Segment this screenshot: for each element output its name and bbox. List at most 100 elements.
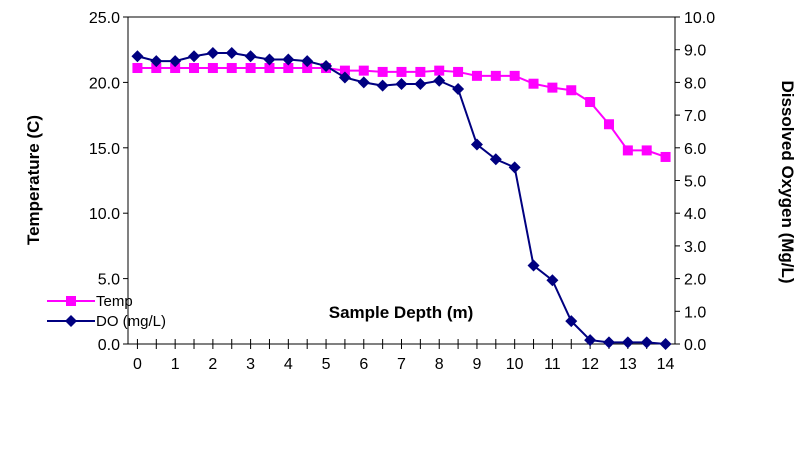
x-tick-label: 3 <box>246 356 255 373</box>
data-point-temp <box>377 66 388 77</box>
x-tick-label: 5 <box>322 356 331 373</box>
x-tick-label: 14 <box>657 356 675 373</box>
x-tick-label: 11 <box>544 356 561 373</box>
data-point-do <box>452 82 465 95</box>
data-point-temp <box>132 63 143 74</box>
right-y-tick-label: 2.0 <box>684 272 706 289</box>
data-point-do <box>206 46 219 59</box>
x-tick-label: 4 <box>284 356 293 373</box>
left-y-axis-title: Temperature (C) <box>24 115 43 245</box>
left-y-tick-label: 15.0 <box>89 141 120 158</box>
x-tick-label: 8 <box>435 356 444 373</box>
data-point-do <box>527 259 540 272</box>
data-point-do <box>602 336 615 349</box>
legend-do-label: DO (mg/L) <box>96 313 166 330</box>
data-point-temp <box>170 63 181 74</box>
left-y-axis-ticks: 0.0 5.0 10.0 15.0 20.0 25.0 <box>89 10 128 354</box>
left-y-tick-label: 0.0 <box>98 337 120 354</box>
left-y-tick-label: 5.0 <box>98 272 120 289</box>
data-point-temp <box>547 82 558 93</box>
legend-temp-label: Temp <box>96 293 133 310</box>
data-point-do <box>546 274 559 287</box>
right-y-tick-label: 10.0 <box>684 10 715 27</box>
data-point-do <box>470 138 483 151</box>
data-point-temp <box>585 97 596 108</box>
data-point-temp <box>245 63 256 74</box>
right-y-tick-label: 4.0 <box>684 206 706 223</box>
data-point-do <box>395 78 408 91</box>
data-point-do <box>282 53 295 66</box>
data-point-do <box>659 338 672 350</box>
data-point-temp <box>302 63 313 74</box>
right-y-axis-title: Dissolved Oxygen (Mg/L) <box>778 80 797 283</box>
data-point-temp <box>151 63 162 74</box>
right-y-tick-label: 9.0 <box>684 43 706 60</box>
data-point-do <box>244 50 257 63</box>
left-y-tick-label: 20.0 <box>89 75 120 92</box>
data-point-temp <box>396 66 407 77</box>
data-point-do <box>225 46 238 59</box>
x-tick-label: 0 <box>133 356 142 373</box>
data-point-temp <box>471 70 482 81</box>
data-point-temp <box>603 119 614 130</box>
data-point-do <box>584 334 597 347</box>
data-point-temp <box>339 65 350 76</box>
x-tick-label: 6 <box>359 356 368 373</box>
legend: Temp DO (mg/L) <box>47 293 166 330</box>
right-y-tick-label: 3.0 <box>684 239 706 256</box>
data-point-do <box>150 55 163 68</box>
right-y-tick-label: 6.0 <box>684 141 706 158</box>
data-point-temp <box>207 63 218 74</box>
data-point-do <box>320 60 333 73</box>
data-point-do <box>131 50 144 63</box>
data-point-temp <box>189 63 200 74</box>
data-point-temp <box>660 151 671 162</box>
data-point-do <box>433 74 446 87</box>
right-y-tick-label: 1.0 <box>684 304 706 321</box>
data-point-do <box>357 76 370 89</box>
left-y-tick-label: 25.0 <box>89 10 120 27</box>
right-y-tick-label: 7.0 <box>684 108 706 125</box>
x-tick-label: 7 <box>397 356 406 373</box>
x-axis-ticks: 0 1 2 3 4 5 6 7 8 9 10 11 12 13 14 <box>133 339 675 373</box>
data-point-do <box>338 71 351 84</box>
data-point-do <box>169 55 182 68</box>
x-tick-label: 12 <box>581 356 599 373</box>
right-y-tick-label: 0.0 <box>684 337 706 354</box>
data-point-temp <box>415 66 426 77</box>
data-point-do <box>565 315 578 328</box>
series-layer <box>131 46 672 350</box>
data-point-temp <box>641 145 652 156</box>
data-point-temp <box>453 66 464 77</box>
left-y-tick-label: 10.0 <box>89 206 120 223</box>
data-point-temp <box>434 65 445 76</box>
data-point-do <box>263 53 276 66</box>
data-point-temp <box>264 63 275 74</box>
data-point-do <box>188 50 201 63</box>
x-tick-label: 10 <box>506 356 524 373</box>
data-point-temp <box>528 78 539 89</box>
x-tick-label: 9 <box>472 356 481 373</box>
right-y-tick-label: 5.0 <box>684 174 706 191</box>
data-point-temp <box>509 70 520 81</box>
data-point-do <box>414 78 427 91</box>
data-point-do <box>621 336 634 349</box>
legend-do-marker <box>65 315 77 327</box>
right-y-axis-ticks: 0.0 1.0 2.0 3.0 4.0 5.0 6.0 7.0 8.0 9.0 10.0 <box>675 10 715 354</box>
data-point-do <box>489 153 502 166</box>
x-tick-label: 2 <box>208 356 217 373</box>
data-point-temp <box>622 145 633 156</box>
data-point-do <box>640 336 653 349</box>
data-point-temp <box>566 85 577 96</box>
data-point-temp <box>283 63 294 74</box>
legend-temp-marker <box>66 296 76 306</box>
data-point-do <box>376 79 389 92</box>
data-point-temp <box>358 65 369 76</box>
data-point-do <box>301 55 314 68</box>
x-tick-label: 13 <box>619 356 637 373</box>
x-tick-label: 1 <box>171 356 180 373</box>
data-point-temp <box>226 63 237 74</box>
x-axis-title: Sample Depth (m) <box>329 303 474 322</box>
data-point-temp <box>490 70 501 81</box>
